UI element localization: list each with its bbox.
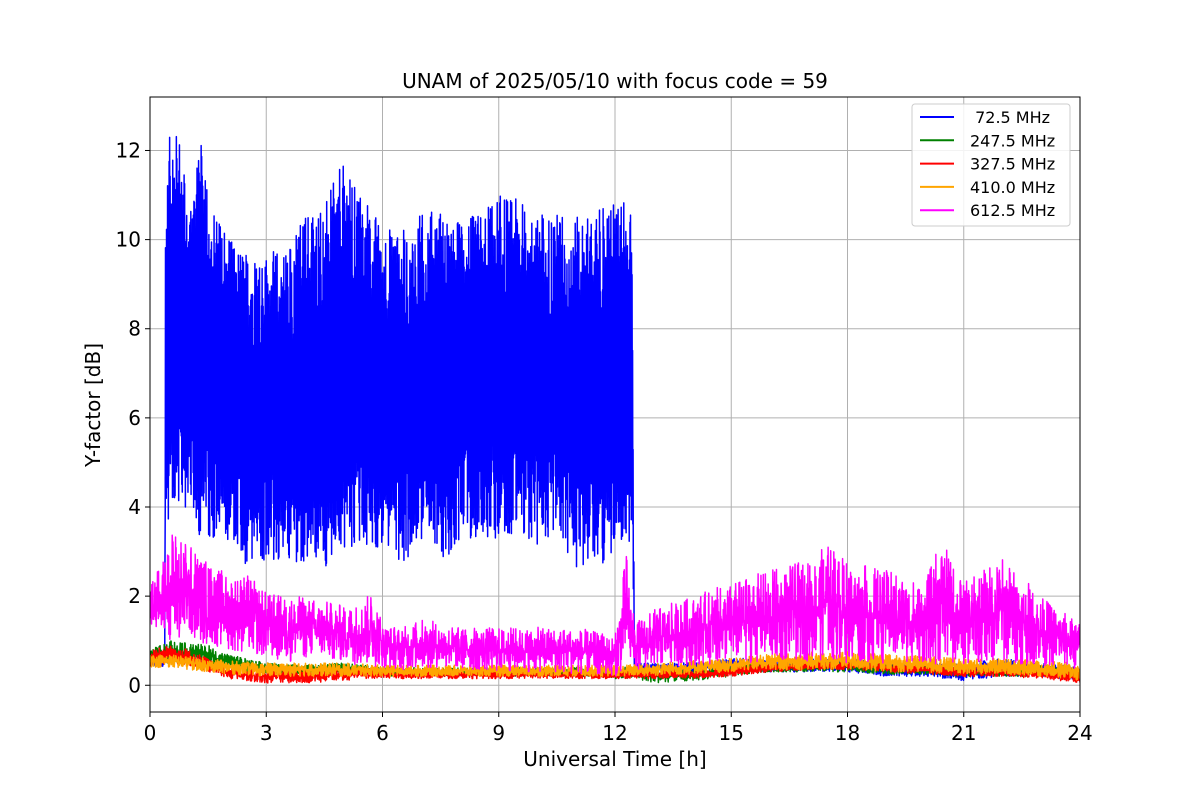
y-tick-label: 12 [116,138,141,162]
x-tick-label: 21 [951,721,976,745]
y-axis: 0 2 4 6 8 10 12 [116,138,150,697]
x-tick-label: 18 [835,721,860,745]
y-tick-label: 10 [116,228,141,252]
y-tick-label: 0 [128,673,141,697]
x-axis-label: Universal Time [h] [523,747,706,771]
legend-entries: 72.5 MHz 247.5 MHz 327.5 MHz 410.0 MHz 612.5… [920,108,1055,220]
x-tick-label: 6 [376,721,389,745]
x-tick-label: 15 [719,721,744,745]
x-tick-label: 3 [260,721,273,745]
series-layer [150,135,1080,684]
x-axis: 0 3 6 9 12 15 18 21 24 [144,712,1093,745]
legend-label: 327.5 MHz [970,155,1055,174]
y-tick-label: 4 [128,495,141,519]
y-tick-label: 2 [128,584,141,608]
legend-label: 410.0 MHz [970,178,1055,197]
y-tick-label: 6 [128,406,141,430]
legend-label: 612.5 MHz [970,201,1055,220]
legend-label: 247.5 MHz [970,131,1055,150]
y-tick-label: 8 [128,317,141,341]
x-tick-label: 24 [1067,721,1092,745]
y-axis-label: Y-factor [dB] [81,343,105,468]
x-tick-label: 9 [492,721,505,745]
x-tick-label: 0 [144,721,157,745]
chart-title: UNAM of 2025/05/10 with focus code = 59 [402,69,828,93]
x-tick-label: 12 [602,721,627,745]
legend: 72.5 MHz 247.5 MHz 327.5 MHz 410.0 MHz 612.5… [911,103,1071,227]
legend-box [911,103,1071,227]
legend-label: 72.5 MHz [970,108,1050,127]
series-line [150,534,1080,677]
